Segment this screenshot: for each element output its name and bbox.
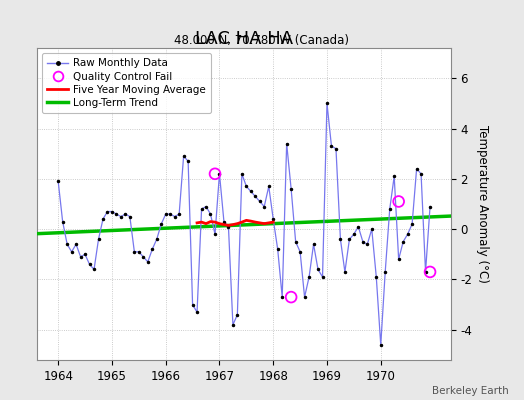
Text: Berkeley Earth: Berkeley Earth (432, 386, 508, 396)
Point (426, 269, 434, 275)
Title: LAC HA HA: LAC HA HA (194, 30, 293, 48)
Y-axis label: Temperature Anomaly (°C): Temperature Anomaly (°C) (476, 125, 489, 283)
Point (287, 294, 296, 300)
Point (395, 198, 403, 205)
Text: 48.000 N, 70.780 W (Canada): 48.000 N, 70.780 W (Canada) (174, 34, 350, 47)
Point (211, 171, 219, 177)
Legend: Raw Monthly Data, Quality Control Fail, Five Year Moving Average, Long-Term Tren: Raw Monthly Data, Quality Control Fail, … (42, 53, 211, 113)
